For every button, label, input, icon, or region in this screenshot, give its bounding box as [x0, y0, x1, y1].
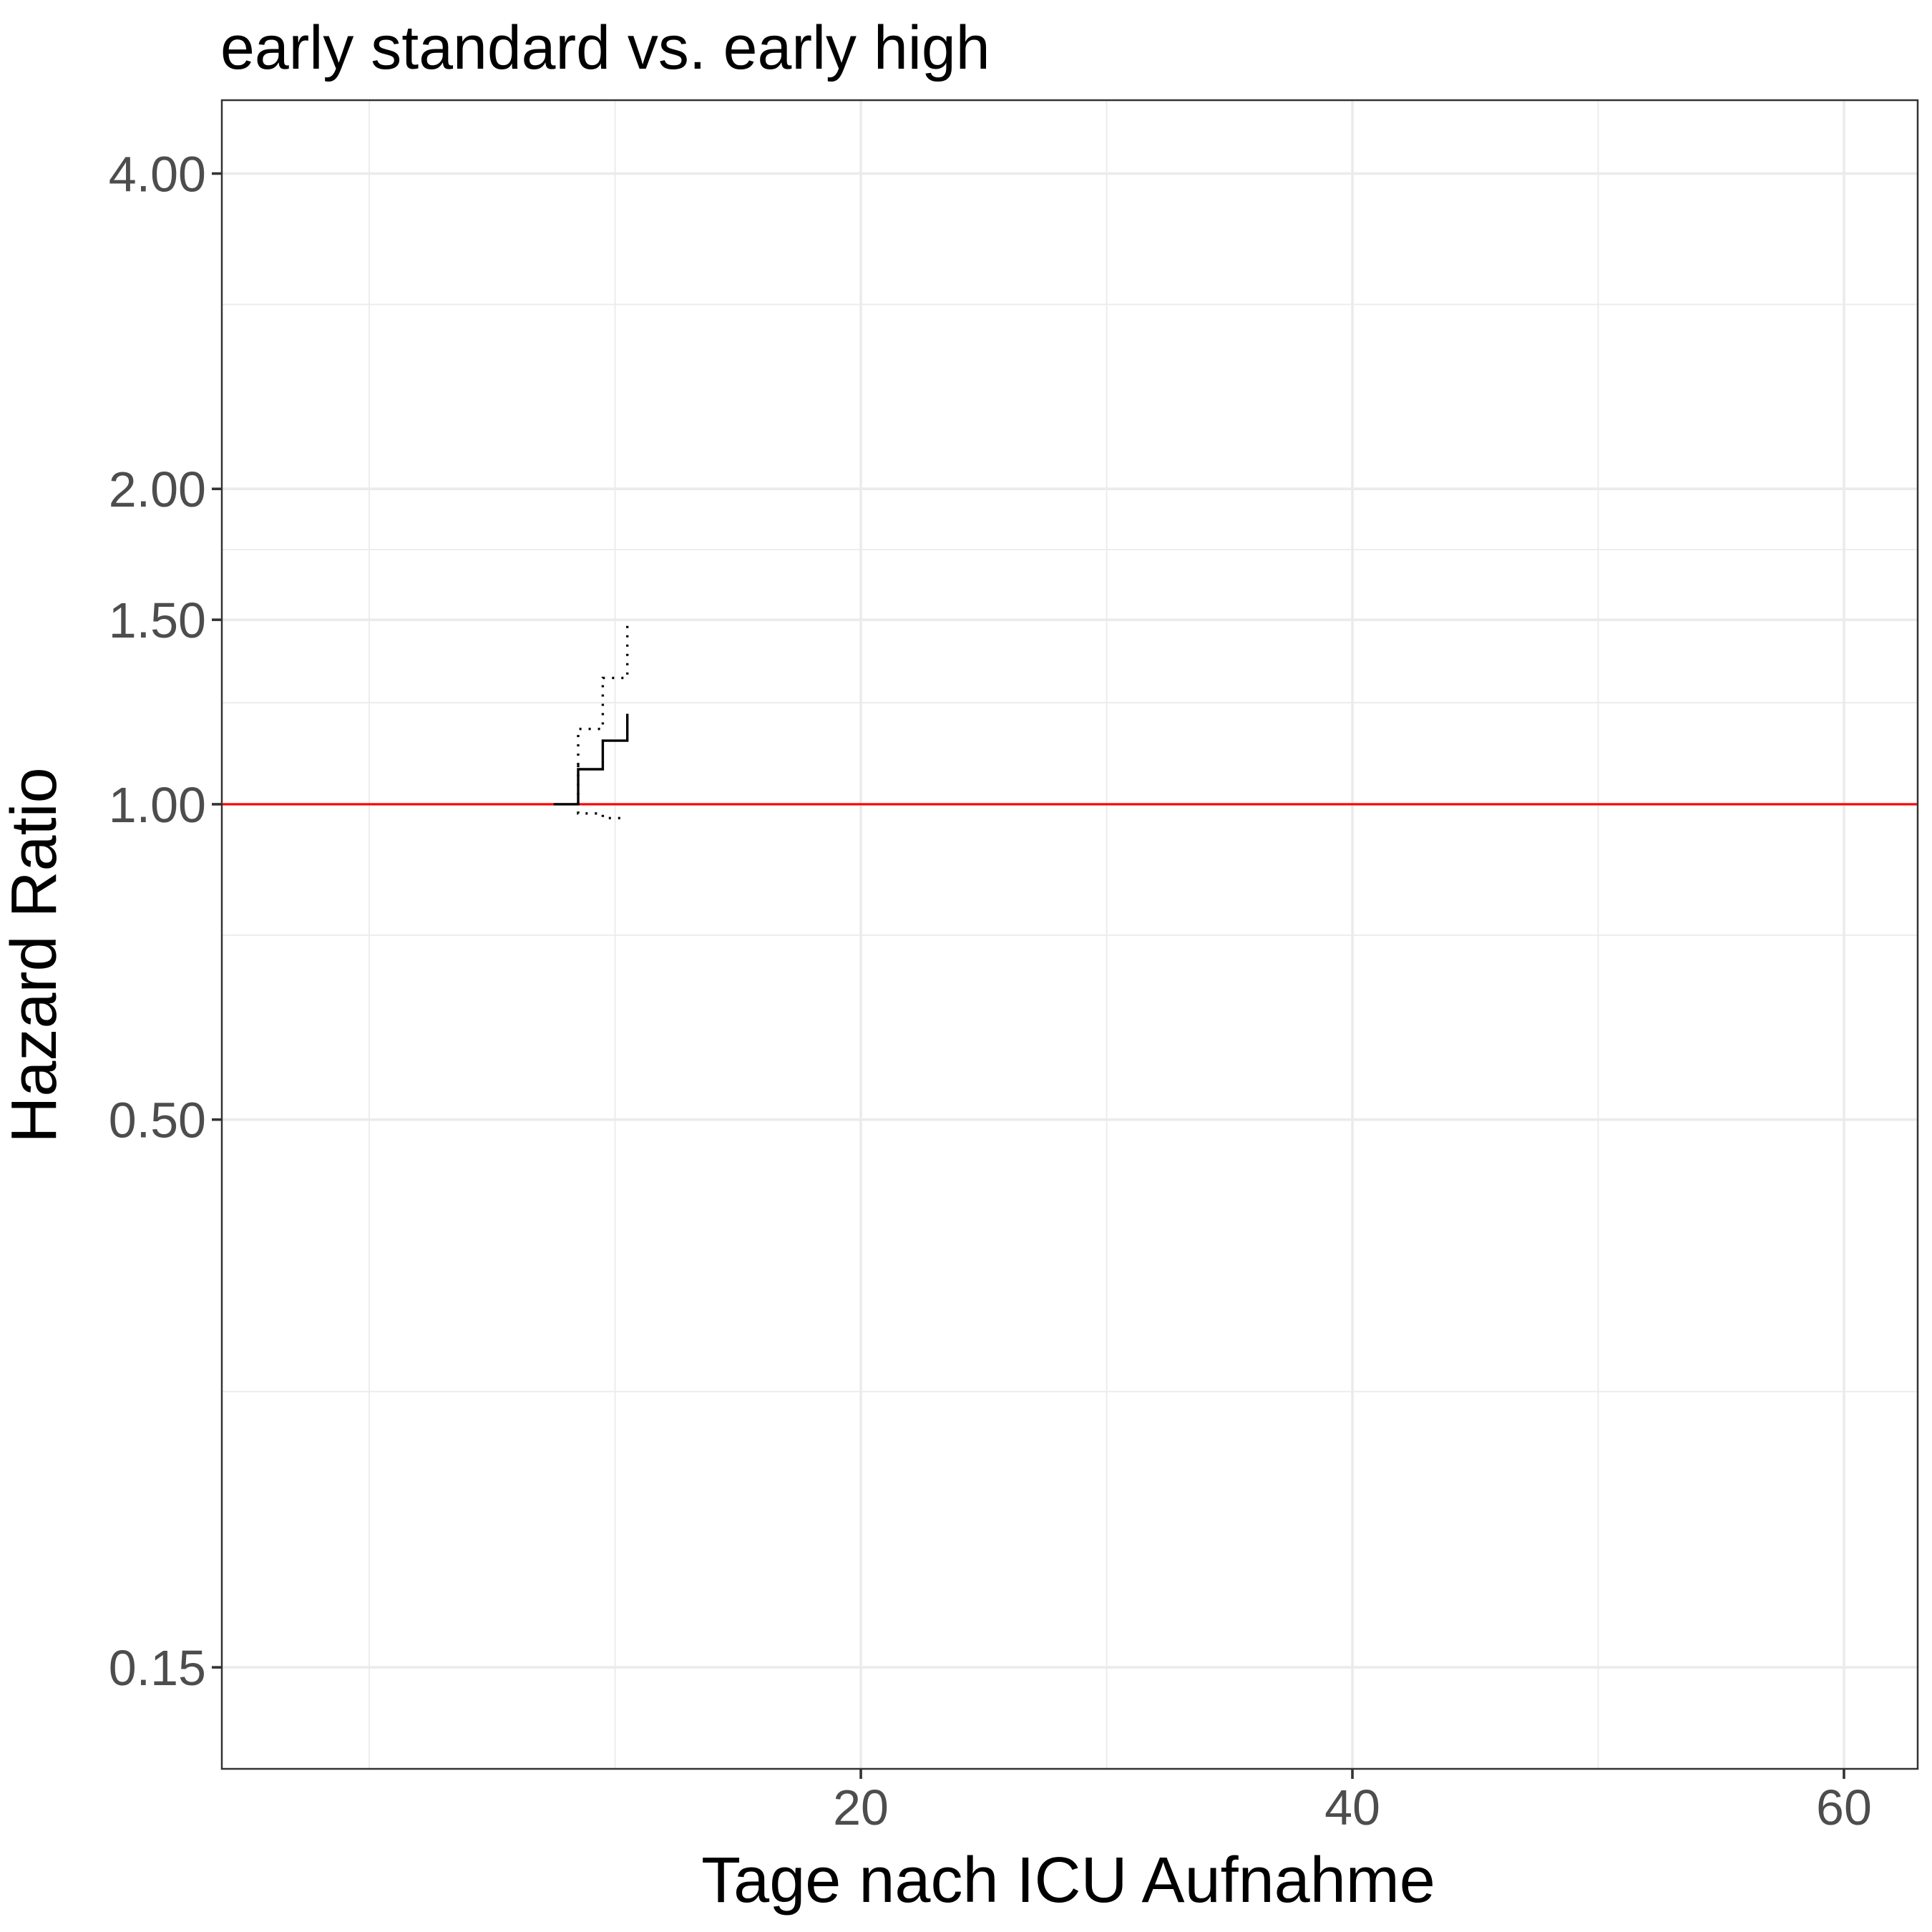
- chart-title: early standard vs. early high: [220, 14, 990, 82]
- y-tick-label: 2.00: [109, 462, 206, 517]
- x-tick-label: 60: [1816, 1780, 1872, 1835]
- x-axis-title: Tage nach ICU Aufnahme: [701, 1845, 1435, 1916]
- panel-border: [220, 99, 1919, 1770]
- grid: [222, 100, 1918, 1769]
- upper-ci-line: [577, 625, 629, 766]
- y-tick-label: 1.50: [109, 592, 206, 648]
- x-tick-label: 40: [1324, 1780, 1380, 1835]
- axis-ticks: 0.15 0.50 1.00 1.50 2.00 4.00 20 40 60: [109, 147, 1872, 1835]
- y-tick-label: 1.00: [109, 777, 206, 833]
- y-tick-label: 4.00: [109, 147, 206, 203]
- y-tick-label: 0.50: [109, 1093, 206, 1148]
- x-tick-label: 20: [833, 1780, 889, 1835]
- y-axis-title: Hazard Ratio: [0, 767, 70, 1143]
- series-group: [553, 625, 629, 820]
- y-tick-label: 0.15: [109, 1640, 206, 1696]
